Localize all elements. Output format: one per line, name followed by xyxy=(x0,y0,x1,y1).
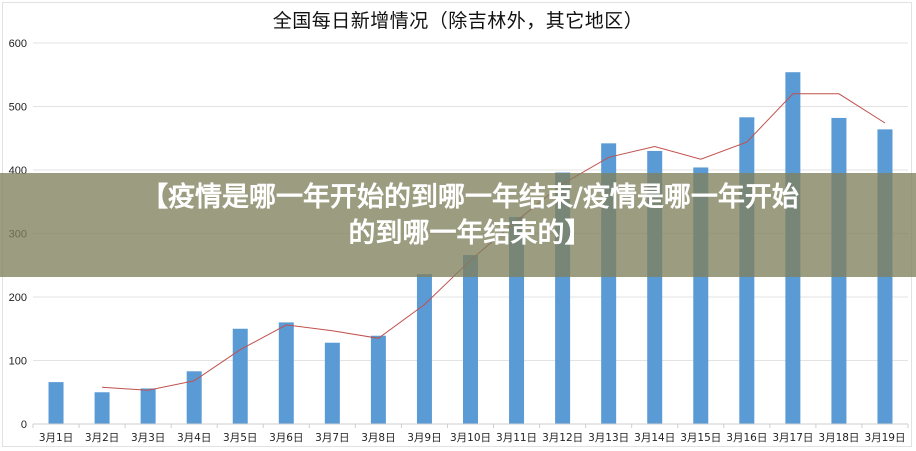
x-tick-label: 3月17日 xyxy=(772,432,813,444)
y-tick-label: 200 xyxy=(9,292,27,304)
x-axis: 3月1日 3月2日 3月3日 3月4日 3月5日 3月6日 3月7日 3月8日 3月9日 3月10… xyxy=(32,423,909,444)
x-tick-label: 3月5日 xyxy=(223,432,257,444)
banner-title: 【疫情是哪一年开始的到哪一年结束/疫情是哪一年开始 的到哪一年结束的】 xyxy=(0,180,916,252)
x-tick-label: 3月1日 xyxy=(39,432,73,444)
y-tick-label: 600 xyxy=(9,38,27,50)
bar xyxy=(463,255,478,424)
x-tick-label: 3月6日 xyxy=(269,432,303,444)
bar xyxy=(140,388,156,424)
x-tick-label: 3月7日 xyxy=(315,432,349,444)
x-tick-label: 3月12日 xyxy=(542,432,583,444)
bar xyxy=(186,371,202,424)
y-tick-label: 100 xyxy=(9,356,27,368)
x-tick-label: 3月3日 xyxy=(131,432,165,444)
x-tick-label: 3月11日 xyxy=(496,432,537,444)
x-tick-label: 3月10日 xyxy=(450,432,491,444)
overlay-banner xyxy=(0,173,916,277)
bar xyxy=(416,274,432,424)
x-tick-label: 3月9日 xyxy=(407,432,441,444)
banner-line-1: 【疫情是哪一年开始的到哪一年结束/疫情是哪一年开始 xyxy=(141,182,799,213)
x-tick-label: 3月4日 xyxy=(177,432,211,444)
bar xyxy=(94,392,110,424)
x-tick-label: 3月16日 xyxy=(726,432,767,444)
bar xyxy=(232,328,248,424)
x-tick-label: 3月13日 xyxy=(588,432,629,444)
bar xyxy=(48,382,64,424)
x-tick-label: 3月2日 xyxy=(85,432,119,444)
y-tick-label: 500 xyxy=(9,102,27,114)
y-tick-label: 0 xyxy=(21,419,27,431)
banner-line-2: 的到哪一年结束的】 xyxy=(348,218,592,249)
x-tick-label: 3月14日 xyxy=(634,432,675,444)
x-tick-label: 3月19日 xyxy=(864,432,905,444)
chart-title: 全国每日新增情况（除吉林外，其它地区） xyxy=(272,10,644,32)
bar xyxy=(370,335,386,424)
bar xyxy=(278,322,294,424)
x-tick-label: 3月15日 xyxy=(680,432,721,444)
bar xyxy=(324,342,340,424)
x-tick-label: 3月8日 xyxy=(361,432,395,444)
x-tick-label: 3月18日 xyxy=(818,432,859,444)
